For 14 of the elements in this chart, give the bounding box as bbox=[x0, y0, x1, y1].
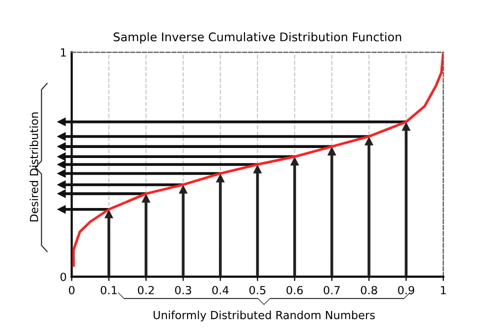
x-tick-label: 0.9 bbox=[398, 286, 414, 294]
x-tick-label: 0.6 bbox=[286, 286, 303, 294]
y-axis-title: Desired Distribution bbox=[30, 112, 38, 222]
x-tick-label: 0.8 bbox=[360, 286, 378, 294]
x-tick-label: 0 bbox=[68, 286, 74, 294]
x-tick-label: 1 bbox=[440, 286, 446, 294]
x-tick-label: 0.2 bbox=[138, 286, 154, 294]
x-tick-label: 0.3 bbox=[175, 286, 192, 294]
x-tick-label: 0.4 bbox=[212, 286, 229, 294]
x-tick-label: 0.7 bbox=[324, 286, 340, 294]
chart-title: Sample Inverse Cumulative Distribution Function bbox=[114, 32, 402, 44]
x-tick-label: 0.5 bbox=[249, 286, 266, 294]
x-axis-title: Uniformly Distributed Random Numbers bbox=[154, 310, 375, 322]
x-tick-label: 0.1 bbox=[100, 286, 117, 294]
